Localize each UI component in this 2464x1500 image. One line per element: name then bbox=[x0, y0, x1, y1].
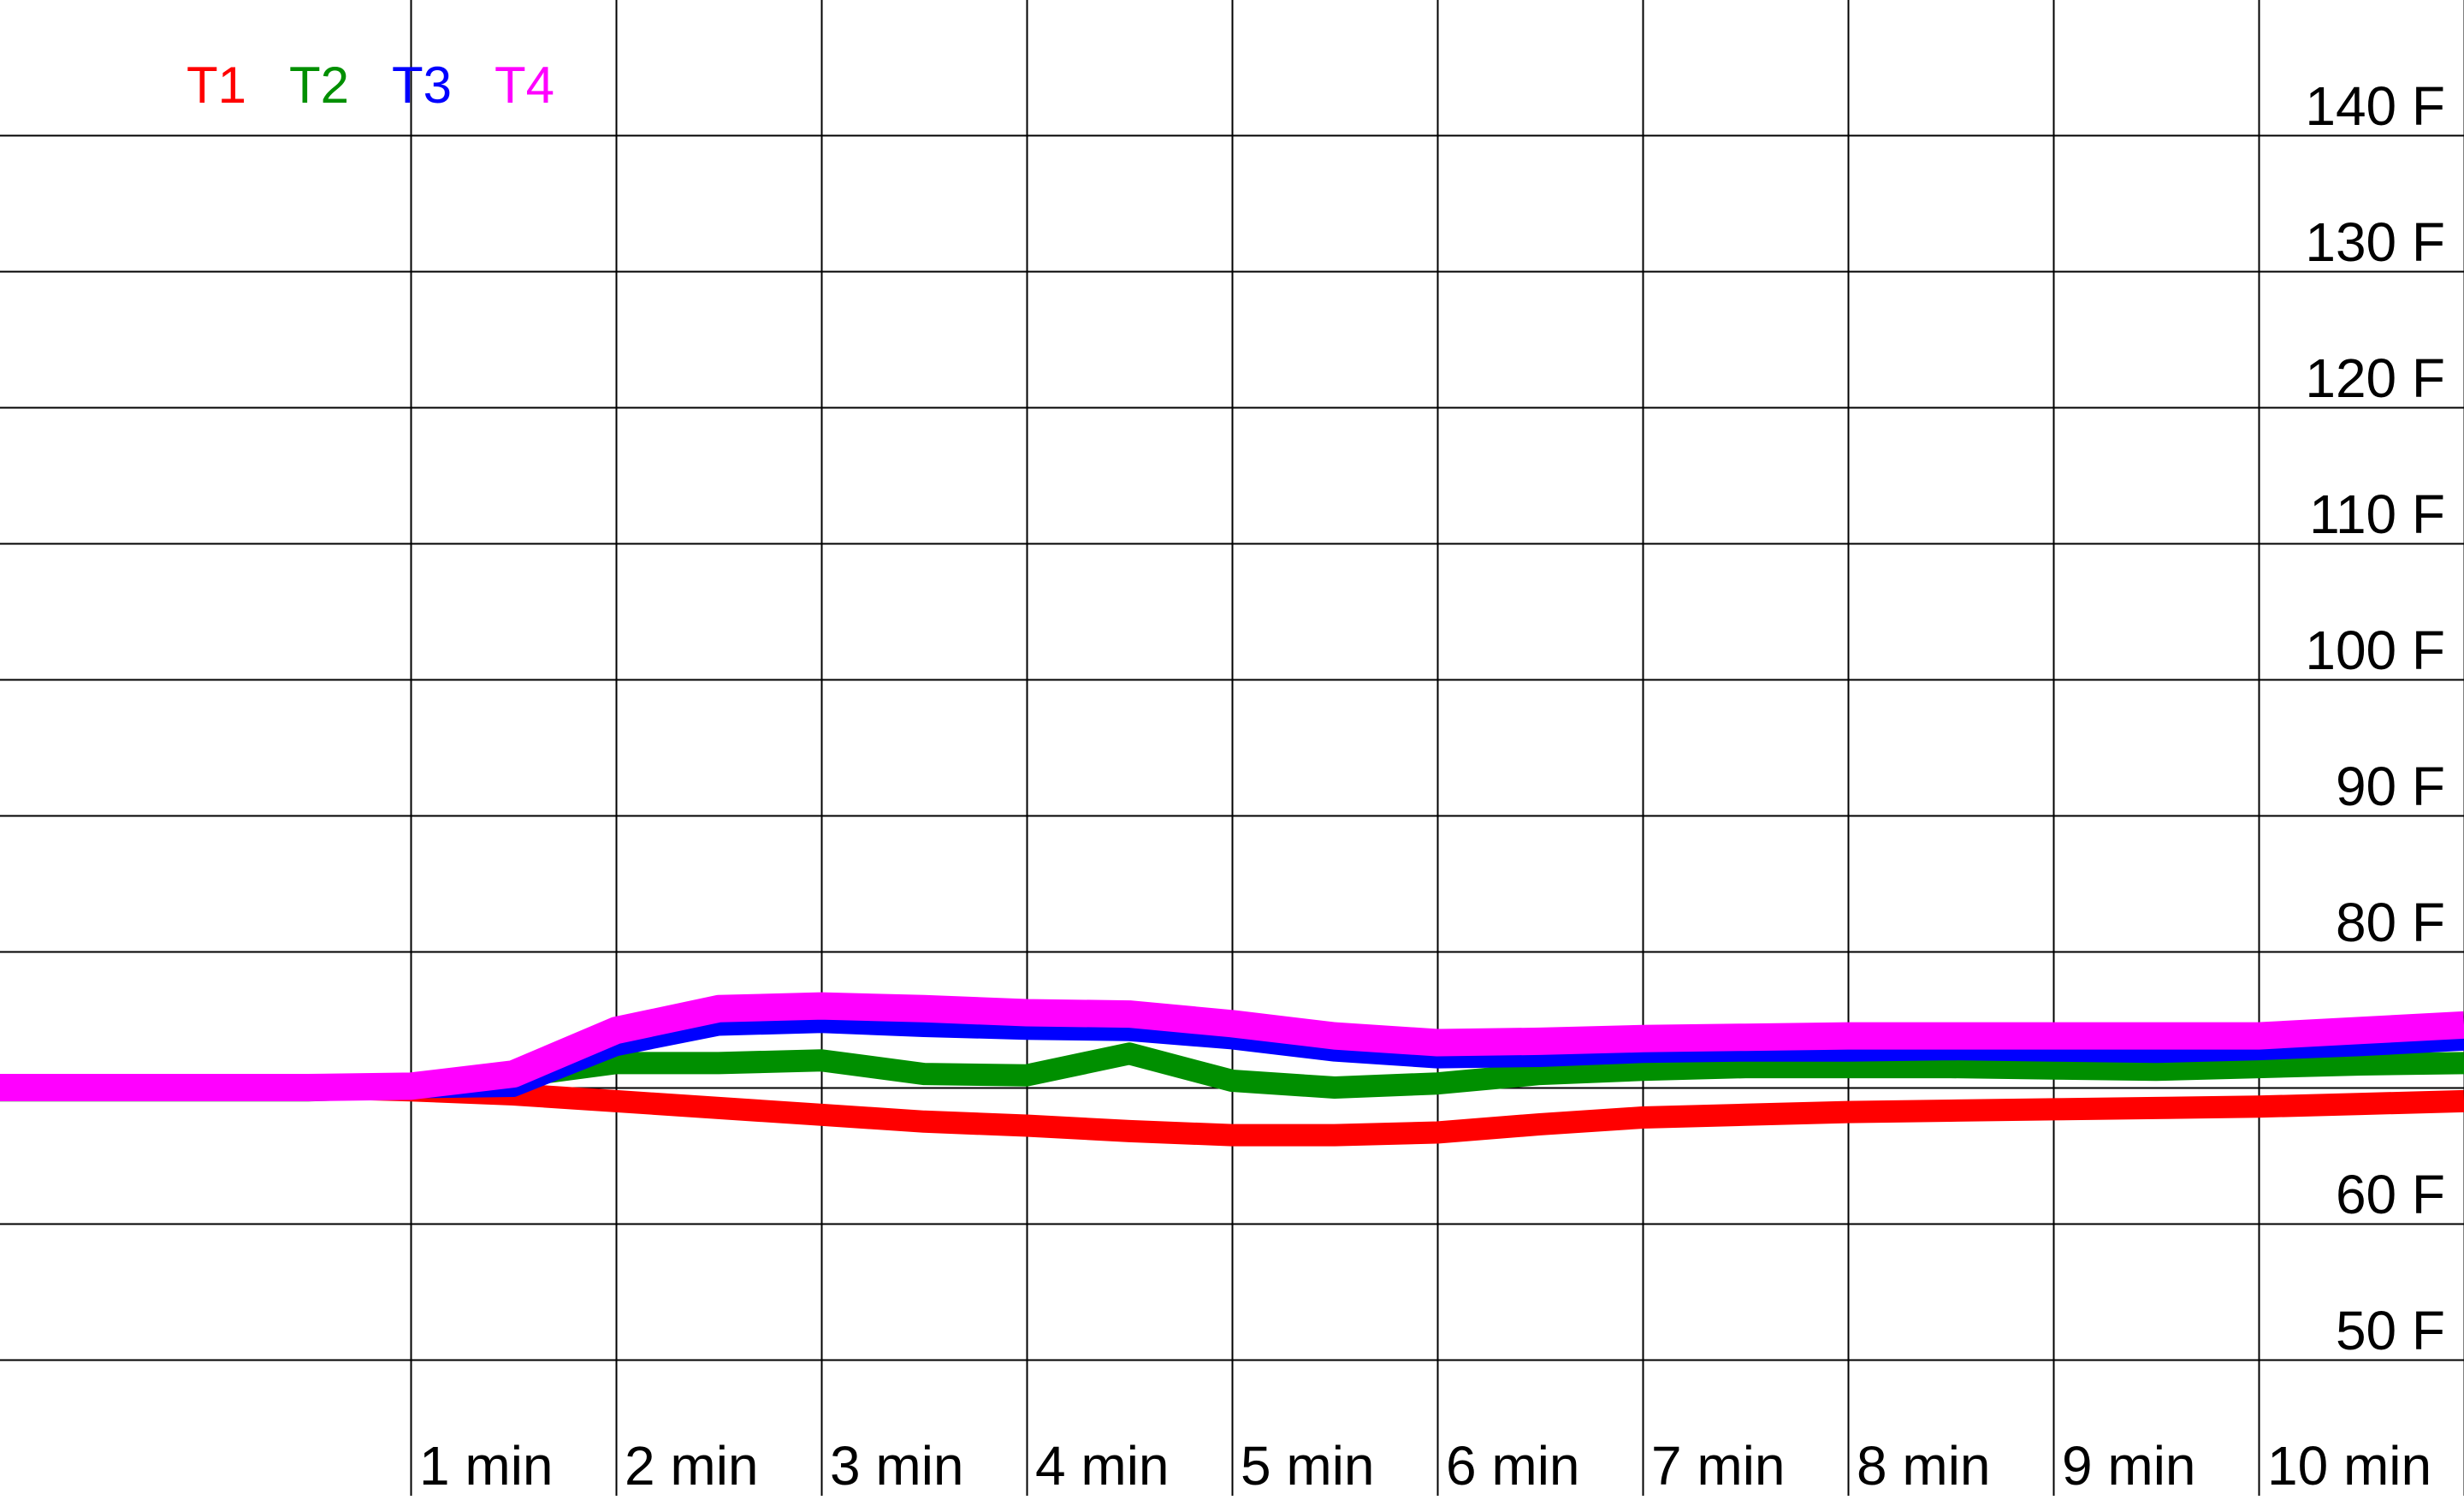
x-tick-label: 7 min bbox=[1651, 1435, 1786, 1496]
y-tick-label: 140 F bbox=[2305, 75, 2445, 137]
y-tick-label: 120 F bbox=[2305, 347, 2445, 409]
x-tick-label: 2 min bbox=[625, 1435, 759, 1496]
x-tick-label: 4 min bbox=[1035, 1435, 1170, 1496]
x-tick-label: 10 min bbox=[2267, 1435, 2431, 1496]
y-tick-label: 100 F bbox=[2305, 620, 2445, 681]
y-tick-label: 80 F bbox=[2336, 892, 2445, 953]
y-tick-label: 90 F bbox=[2336, 756, 2445, 817]
legend-entry-t1: T1 bbox=[187, 56, 246, 114]
x-tick-label: 5 min bbox=[1241, 1435, 1375, 1496]
legend-entry-t3: T3 bbox=[392, 56, 452, 114]
legend-entry-t4: T4 bbox=[495, 56, 554, 114]
x-tick-label: 6 min bbox=[1446, 1435, 1580, 1496]
x-tick-label: 1 min bbox=[419, 1435, 554, 1496]
y-tick-label: 130 F bbox=[2305, 211, 2445, 273]
x-tick-label: 3 min bbox=[830, 1435, 964, 1496]
y-tick-label: 60 F bbox=[2336, 1164, 2445, 1225]
x-tick-label: 9 min bbox=[2062, 1435, 2196, 1496]
x-tick-label: 8 min bbox=[1857, 1435, 1991, 1496]
legend-entry-t2: T2 bbox=[289, 56, 349, 114]
series-line-t4 bbox=[0, 992, 2464, 1101]
y-tick-label: 50 F bbox=[2336, 1300, 2445, 1361]
y-tick-label: 110 F bbox=[2309, 483, 2445, 545]
